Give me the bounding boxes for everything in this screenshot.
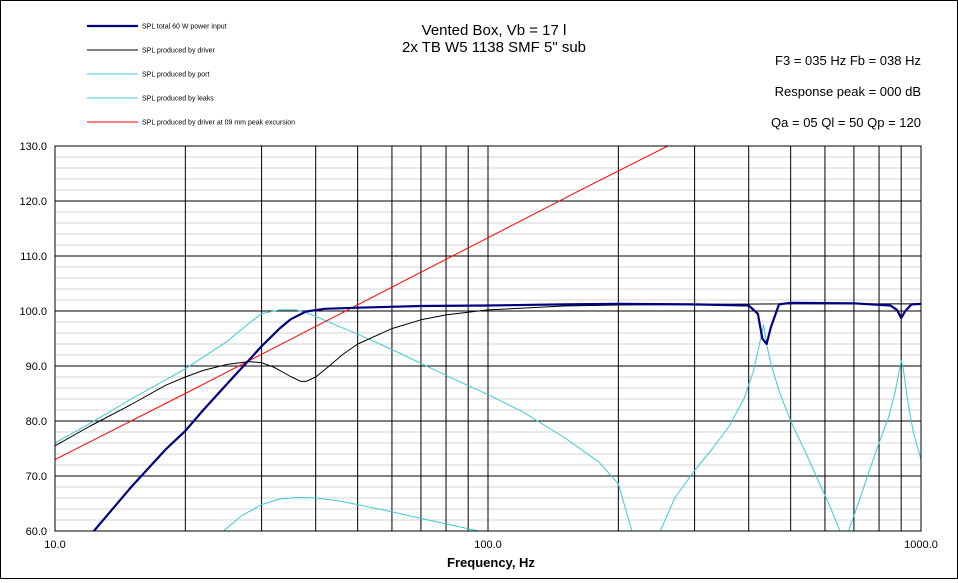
- info-f3-fb: F3 = 035 Hz Fb = 038 Hz: [775, 53, 921, 68]
- chart-title-line-1: Vented Box, Vb = 17 l: [422, 22, 567, 39]
- info-q-values: Qa = 05 Ql = 50 Qp = 120: [771, 115, 921, 130]
- series-line-6: [55, 146, 669, 460]
- plot-area: [54, 145, 922, 532]
- y-tick-label: 90.0: [26, 361, 47, 373]
- y-axis-tick-labels: 60.0 70.0 80.0 90.0 100.0 110.0 120.0 130.0: [19, 141, 47, 538]
- chart-legend: SPL total 60 W power input SPL produced b…: [87, 24, 295, 127]
- series-layer: [55, 146, 921, 531]
- series-line-0: [92, 301, 921, 531]
- chart-title: Vented Box, Vb = 17 l 2x TB W5 1138 SMF …: [402, 22, 586, 56]
- y-tick-label: 80.0: [26, 416, 47, 428]
- x-tick-label: 10.0: [44, 539, 65, 551]
- y-tick-label: 60.0: [26, 526, 47, 538]
- legend-label-1: SPL produced by driver: [142, 48, 216, 55]
- x-axis-tick-labels: 10.0 100.0 1000.0: [44, 539, 938, 551]
- series-line-3: [223, 497, 479, 531]
- legend-label-2: SPL produced by port: [142, 72, 210, 79]
- y-tick-label: 130.0: [19, 141, 47, 153]
- series-line-5: [848, 360, 921, 531]
- y-tick-label: 120.0: [19, 196, 47, 208]
- x-axis-label: Frequency, Hz: [447, 555, 535, 570]
- y-tick-label: 110.0: [20, 251, 47, 263]
- chart-title-line-2: 2x TB W5 1138 SMF 5" sub: [402, 39, 586, 56]
- x-tick-label: 1000.0: [904, 539, 938, 551]
- plot-border: [54, 145, 922, 532]
- chart-info-box: F3 = 035 Hz Fb = 038 Hz Response peak = …: [771, 53, 921, 130]
- series-line-4: [659, 324, 841, 531]
- legend-label-3: SPL produced by leaks: [142, 96, 214, 103]
- info-response-peak: Response peak = 000 dB: [775, 84, 921, 99]
- y-tick-label: 70.0: [26, 471, 47, 483]
- y-tick-label: 100.0: [19, 306, 47, 318]
- major-grid: [55, 146, 921, 531]
- series-line-1: [55, 303, 921, 447]
- x-tick-label: 100.0: [474, 539, 502, 551]
- legend-label-6: SPL produced by driver at 09 mm peak exc…: [142, 120, 295, 127]
- legend-label-0: SPL total 60 W power input: [142, 24, 227, 31]
